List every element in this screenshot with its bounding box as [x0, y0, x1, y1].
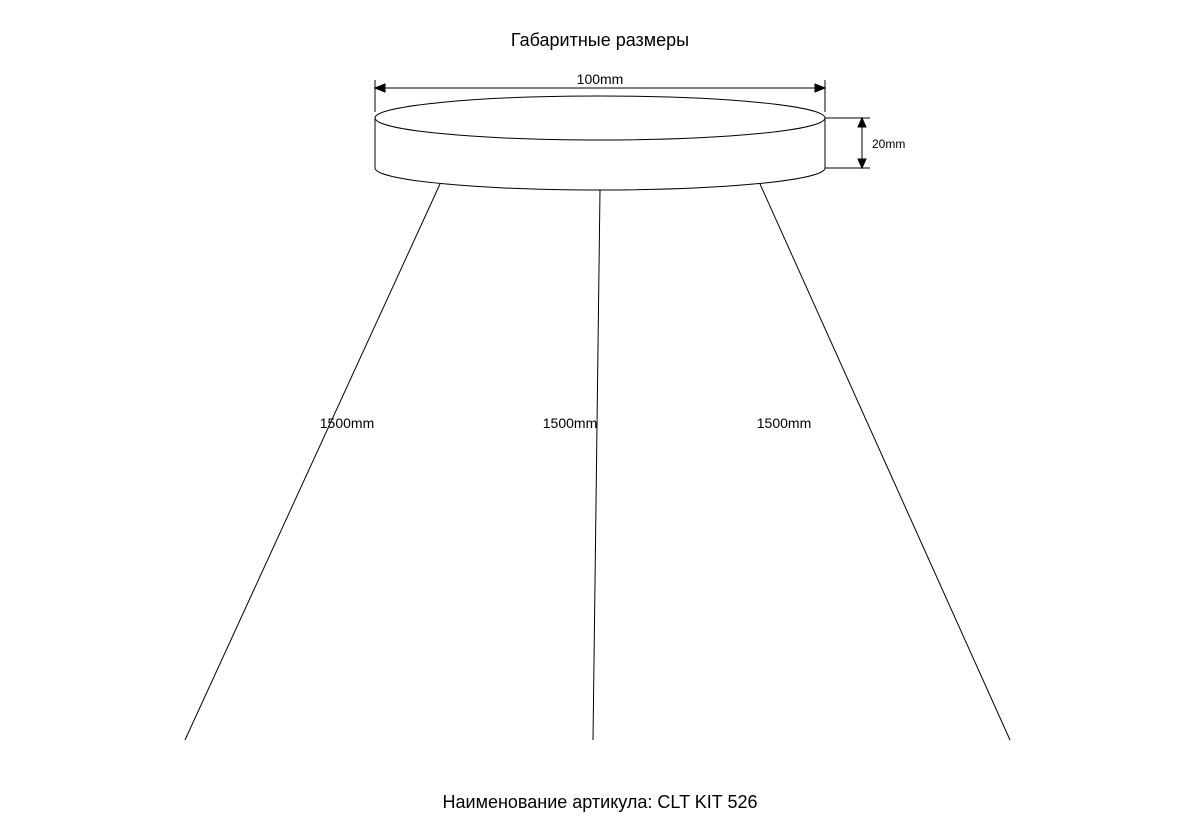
cable-label-left: 1500mm: [320, 415, 374, 431]
cable-label-right: 1500mm: [757, 415, 811, 431]
cables: [185, 184, 1010, 740]
disc-top-ellipse: [375, 96, 825, 140]
height-dimension: [825, 118, 870, 168]
disc-bottom-arc: [375, 168, 825, 190]
cable-right: [760, 184, 1010, 740]
cable-label-center: 1500mm: [543, 415, 597, 431]
height-dimension-label: 20mm: [872, 137, 905, 151]
technical-drawing: 100mm 20mm 1500mm 1500mm 1500mm: [0, 0, 1200, 827]
disc-body: [375, 96, 825, 190]
cable-left: [185, 184, 440, 740]
width-dimension-label: 100mm: [577, 71, 624, 87]
article-label: Наименование артикула: CLT KIT 526: [0, 792, 1200, 813]
cable-center: [593, 190, 600, 740]
